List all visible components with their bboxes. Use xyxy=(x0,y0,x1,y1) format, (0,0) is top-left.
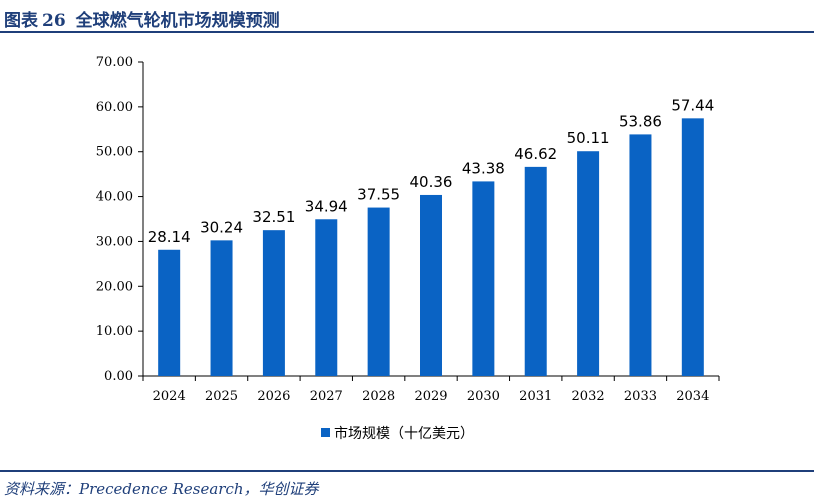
y-tick-label: 0.00 xyxy=(104,369,133,384)
data-label: 37.55 xyxy=(357,186,400,204)
header-divider xyxy=(0,31,814,33)
source-note: 资料来源：Precedence Research，华创证券 xyxy=(4,480,319,498)
bar xyxy=(158,249,181,376)
data-label: 46.62 xyxy=(514,145,557,163)
figure-title: 图表 26 全球燃气轮机市场规模预测 xyxy=(4,6,280,31)
x-tick-label: 2028 xyxy=(362,389,395,404)
y-tick-label: 60.00 xyxy=(96,100,133,115)
y-tick-label: 70.00 xyxy=(96,55,133,70)
bar xyxy=(472,181,495,376)
data-label: 57.44 xyxy=(671,96,714,114)
data-label: 32.51 xyxy=(252,208,295,226)
footer-divider xyxy=(0,470,814,472)
legend-swatch xyxy=(321,428,330,437)
figure-header: 图表 26 全球燃气轮机市场规模预测 xyxy=(0,0,814,34)
chart-title: 全球燃气轮机市场规模预测 xyxy=(75,11,280,31)
x-tick-label: 2027 xyxy=(310,389,343,404)
y-tick-label: 10.00 xyxy=(96,324,133,339)
bar xyxy=(629,134,652,376)
x-tick-label: 2029 xyxy=(414,389,447,404)
x-tick-label: 2025 xyxy=(205,389,238,404)
figure-number: 26 xyxy=(42,11,66,31)
x-tick-label: 2034 xyxy=(676,389,709,404)
x-tick-label: 2026 xyxy=(257,389,290,404)
x-tick-label: 2033 xyxy=(624,389,657,404)
bar xyxy=(262,230,285,376)
data-label: 43.38 xyxy=(462,159,505,177)
data-label: 50.11 xyxy=(567,129,610,147)
bar-chart: 0.00 10.00 20.00 30.00 40.00 50.00 60.00 70.00 2… xyxy=(96,55,720,442)
y-tick-label: 50.00 xyxy=(96,145,133,160)
data-label: 34.94 xyxy=(305,197,348,215)
x-tick-label: 2024 xyxy=(153,389,186,404)
y-tick-label: 40.00 xyxy=(96,190,133,205)
bar xyxy=(420,194,442,376)
bar xyxy=(524,166,547,376)
x-tick-label: 2030 xyxy=(467,389,500,404)
bar xyxy=(315,219,338,376)
x-tick-label: 2032 xyxy=(572,389,605,404)
bar xyxy=(681,118,704,376)
bar xyxy=(367,207,390,376)
x-tick-label: 2031 xyxy=(519,389,552,404)
legend-label: 市场规模（十亿美元） xyxy=(334,425,474,442)
y-tick-label: 20.00 xyxy=(96,279,133,294)
bar xyxy=(577,151,600,376)
figure-label: 图表 xyxy=(4,11,38,31)
data-label: 53.86 xyxy=(619,112,662,130)
data-label: 40.36 xyxy=(410,173,453,191)
data-label: 28.14 xyxy=(148,228,191,246)
y-tick-label: 30.00 xyxy=(96,234,133,249)
bar xyxy=(210,240,233,376)
data-label: 30.24 xyxy=(200,218,243,236)
